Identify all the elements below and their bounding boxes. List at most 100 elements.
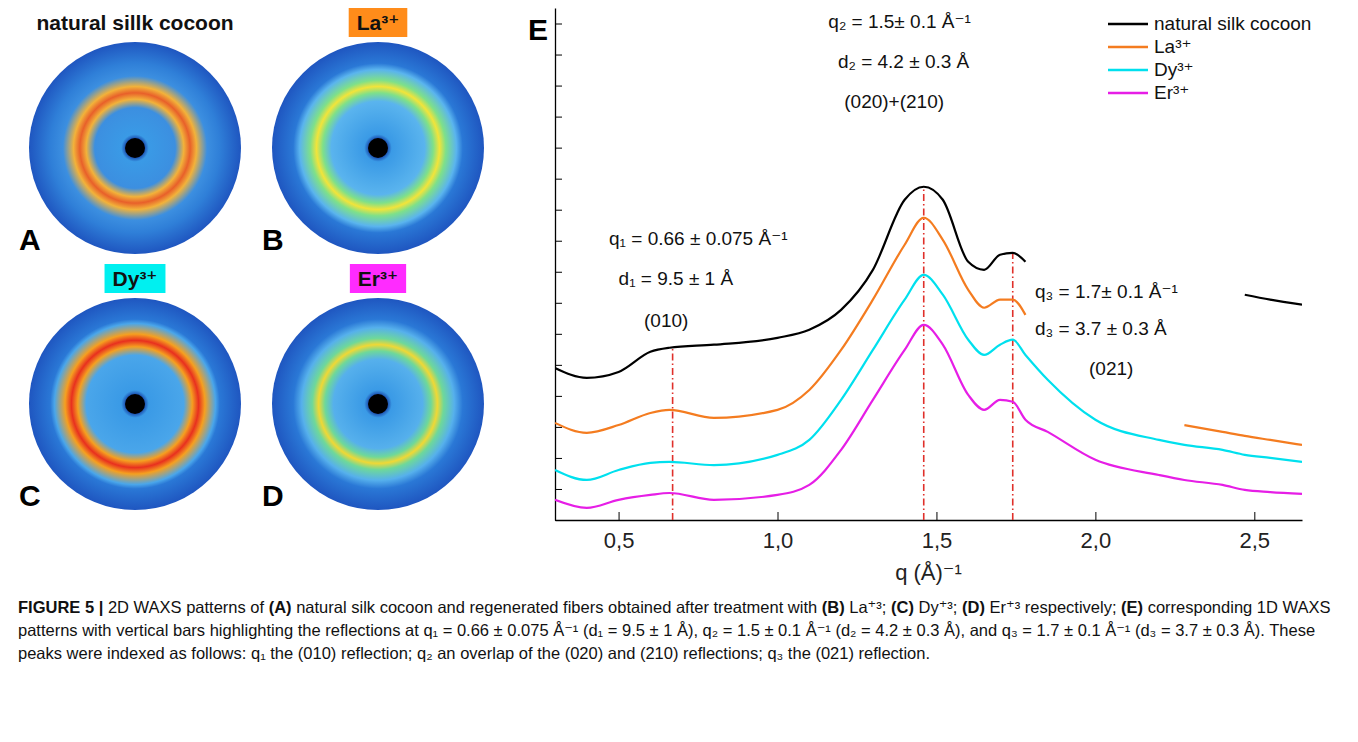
x-tick: 2,0 [1081,512,1112,553]
beam-stop [368,138,388,158]
y-tick [555,458,562,459]
y-tick-mark [555,117,562,118]
y-tick [555,210,562,211]
legend-label: Dy³⁺ [1154,59,1194,80]
x-axis: 0,5 1,0 1,5 2,0 2,5 [556,512,1303,553]
y-tick-mark [555,427,562,428]
y-tick-mark [555,272,562,273]
y-tick [555,86,562,87]
y-tick-mark [555,55,562,56]
caption-text: FIGURE 5 | [18,598,108,616]
legend-label: natural silk cocoon [1154,13,1311,34]
panel-title: Dy³⁺ [113,267,158,290]
y-axis [555,9,562,521]
y-tick-mark [555,396,562,397]
annotation: (010) [644,310,688,331]
panel-letter: D [262,479,284,512]
series-line [555,218,1302,445]
x-tick-mark [1254,512,1255,520]
reference-line [1012,253,1014,520]
caption-text: (E) [1121,598,1143,616]
y-tick-mark [555,303,562,304]
x-tick: 1,0 [763,512,794,553]
beam-stop [368,394,388,414]
y-tick-mark [555,148,562,149]
x-tick-mark [619,512,620,520]
annotation: q₂ = 1.5± 0.1 Å⁻¹ [828,11,970,32]
series-line [555,275,1302,480]
panel: Dy³⁺ C [19,264,241,512]
title-box [105,264,166,293]
y-tick [555,489,562,490]
waxs-pattern [29,42,241,254]
waxs-pattern [29,298,241,510]
y-tick-mark [555,179,562,180]
caption-text: Er⁺³ respectively; [985,598,1121,616]
series-line [555,187,1302,378]
y-tick [555,427,562,428]
caption-text: 2D WAXS patterns of [108,598,269,616]
y-tick [555,117,562,118]
legend-swatch [1108,46,1148,48]
annotation: d₂ = 4.2 ± 0.3 Å [838,51,970,72]
y-tick [555,334,562,335]
caption-text: (C) [891,598,914,616]
y-tick-mark [555,210,562,211]
caption-text: (D) [962,598,985,616]
y-tick-mark [555,24,562,25]
y-tick-mark [555,334,562,335]
y-tick [555,272,562,273]
y-tick [555,396,562,397]
x-tick: 2,5 [1240,512,1271,553]
caption: FIGURE 5 | 2D WAXS patterns of (A) natur… [18,596,1340,665]
x-tick-mark [778,512,779,520]
caption-text: Dy⁺³; [914,598,962,616]
y-tick-mark [555,489,562,490]
legend-label: La³⁺ [1154,36,1192,57]
legend-swatch [1108,23,1148,25]
legend-swatch [1108,92,1148,94]
panel-letter: C [19,479,41,512]
annotation: q₁ = 0.66 ± 0.075 Å⁻¹ [609,228,787,249]
y-tick-mark [555,365,562,366]
title-box [350,264,406,293]
y-axis-line [555,9,556,521]
x-tick-label: 2,0 [1081,528,1112,553]
x-tick: 0,5 [604,512,635,553]
reference-line [923,187,925,520]
x-axis-title: q (Å)⁻¹ [895,560,962,585]
annotation: q₃ = 1.7± 0.1 Å⁻¹ [1035,281,1178,302]
y-tick-mark [555,520,562,521]
panel-title: Er³⁺ [358,267,398,290]
beam-stop [125,138,145,158]
x-axis-line [556,520,1303,521]
x-tick-label: 0,5 [604,528,635,553]
title-box [28,8,241,37]
x-tick-label: 2,5 [1240,528,1271,553]
annotation: (021) [1089,358,1133,379]
series-line [555,325,1302,508]
caption-text: natural silk cocoon and regenerated fibe… [292,598,822,616]
x-tick-label: 1,0 [763,528,794,553]
panel-letter: E [528,13,548,46]
caption-text: (B) [822,598,845,616]
waxs-pattern [272,298,484,510]
y-tick [555,148,562,149]
figure: natural sillk cocoon A La³⁺B Dy³⁺ C Er³⁺ D E 0,5… [0,0,1358,592]
panel-letter: A [19,223,41,256]
beam-stop [125,394,145,414]
legend-label: Er³⁺ [1154,82,1189,103]
panel: natural sillk cocoon A [19,8,242,256]
legend-swatch [1108,69,1148,71]
y-tick [555,520,562,521]
y-tick [555,24,562,25]
annotation: (020)+(210) [844,91,944,112]
y-tick-mark [555,241,562,242]
x-tick-mark [936,512,937,520]
panel-title: La³⁺ [357,11,400,34]
title-box [349,8,408,37]
panel: La³⁺B [262,8,484,256]
panel-title: natural sillk cocoon [36,11,233,34]
y-tick-mark [555,458,562,459]
x-tick: 1,5 [922,512,953,553]
